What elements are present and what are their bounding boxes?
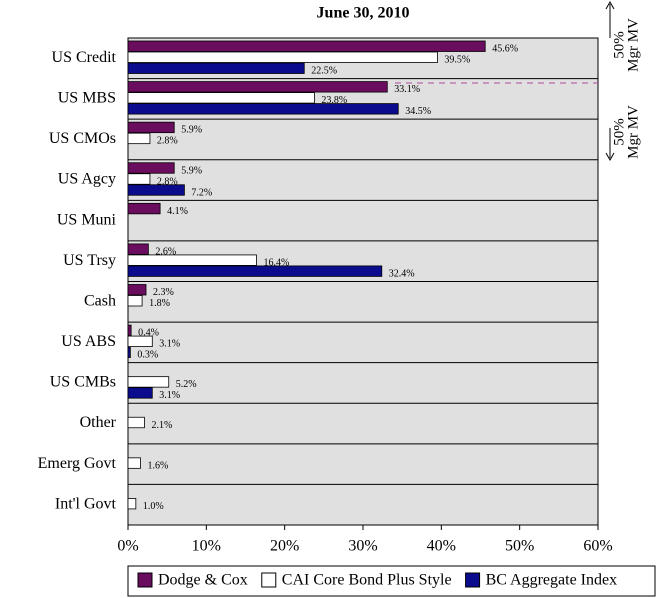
legend-box — [127, 565, 656, 597]
y-tick-label: US Trsy — [63, 252, 116, 269]
bar — [127, 335, 153, 347]
y-tick-label: Cash — [84, 292, 116, 309]
bar — [127, 284, 147, 296]
value-label: 5.2% — [176, 379, 197, 390]
value-label: 2.8% — [157, 136, 178, 147]
value-label: 33.1% — [394, 84, 420, 95]
bar — [127, 498, 137, 510]
value-label: 5.9% — [181, 125, 202, 136]
y-tick-label: Other — [80, 414, 117, 431]
value-label: 0.4% — [138, 328, 159, 339]
x-tick-label: 10% — [192, 538, 221, 555]
value-label: 2.3% — [153, 287, 174, 298]
bar — [127, 457, 141, 469]
bar — [127, 103, 399, 115]
bar — [127, 376, 170, 388]
legend-swatch — [465, 572, 481, 588]
value-label: 4.1% — [167, 206, 188, 217]
value-label: 2.8% — [157, 176, 178, 187]
bar — [127, 295, 143, 307]
chart-title: June 30, 2010 — [317, 5, 410, 22]
y-tick-label: US CMBs — [50, 374, 116, 391]
x-tick-label: 40% — [427, 538, 456, 555]
y-tick-label: Int'l Govt — [55, 495, 117, 512]
value-label: 3.1% — [159, 390, 180, 401]
y-tick-label: US MBS — [58, 90, 116, 107]
legend-swatch — [137, 572, 153, 588]
bar — [127, 265, 383, 277]
x-tick-label: 20% — [270, 538, 299, 555]
x-tick-label: 30% — [348, 538, 377, 555]
bar — [127, 202, 161, 215]
value-label: 32.4% — [389, 268, 415, 279]
value-label: 7.2% — [191, 187, 212, 198]
bar — [127, 173, 151, 185]
legend-label: CAI Core Bond Plus Style — [282, 572, 452, 589]
x-tick-label: 60% — [583, 538, 612, 555]
arrow-head — [605, 152, 615, 162]
bar — [127, 254, 257, 266]
bar — [127, 243, 149, 255]
annotation: Mgr MV — [625, 105, 641, 159]
value-label: 1.6% — [148, 460, 169, 471]
value-label: 1.8% — [149, 298, 170, 309]
y-tick-label: US Agcy — [58, 171, 116, 188]
value-label: 5.9% — [181, 165, 202, 176]
bar — [127, 132, 151, 145]
annotation: Mgr MV — [625, 18, 641, 72]
bar — [127, 92, 315, 104]
legend-label: BC Aggregate Index — [486, 572, 618, 589]
x-tick-label: 0% — [117, 538, 138, 555]
bar — [127, 81, 388, 93]
y-tick-label: US Credit — [52, 49, 117, 66]
value-label: 39.5% — [444, 55, 470, 66]
annotation: 50% — [611, 31, 627, 59]
value-label: 34.5% — [405, 106, 431, 117]
legend-swatch — [261, 572, 277, 588]
annotation: 50% — [611, 118, 627, 146]
value-label: 45.6% — [492, 44, 518, 55]
value-label: 1.0% — [143, 501, 164, 512]
value-label: 2.6% — [155, 246, 176, 257]
y-tick-label: US Muni — [57, 211, 117, 228]
arrow-head — [605, 0, 615, 10]
bar — [127, 162, 175, 174]
y-tick-label: US ABS — [61, 333, 116, 350]
bar — [127, 346, 131, 358]
bar — [127, 121, 175, 134]
bar — [127, 184, 185, 196]
bar — [127, 40, 486, 52]
value-label: 3.1% — [159, 339, 180, 350]
bar — [127, 51, 438, 63]
y-tick-label: Emerg Govt — [38, 455, 117, 472]
bar — [127, 416, 145, 429]
legend-label: Dodge & Cox — [158, 572, 248, 589]
value-label: 23.8% — [321, 95, 347, 106]
value-label: 16.4% — [263, 257, 289, 268]
value-label: 0.3% — [137, 350, 158, 361]
value-label: 2.1% — [151, 420, 172, 431]
y-tick-label: US CMOs — [49, 130, 116, 147]
bar — [127, 387, 153, 399]
bar — [127, 324, 132, 336]
value-label: 22.5% — [311, 66, 337, 77]
x-tick-label: 50% — [505, 538, 534, 555]
bar — [127, 62, 305, 74]
